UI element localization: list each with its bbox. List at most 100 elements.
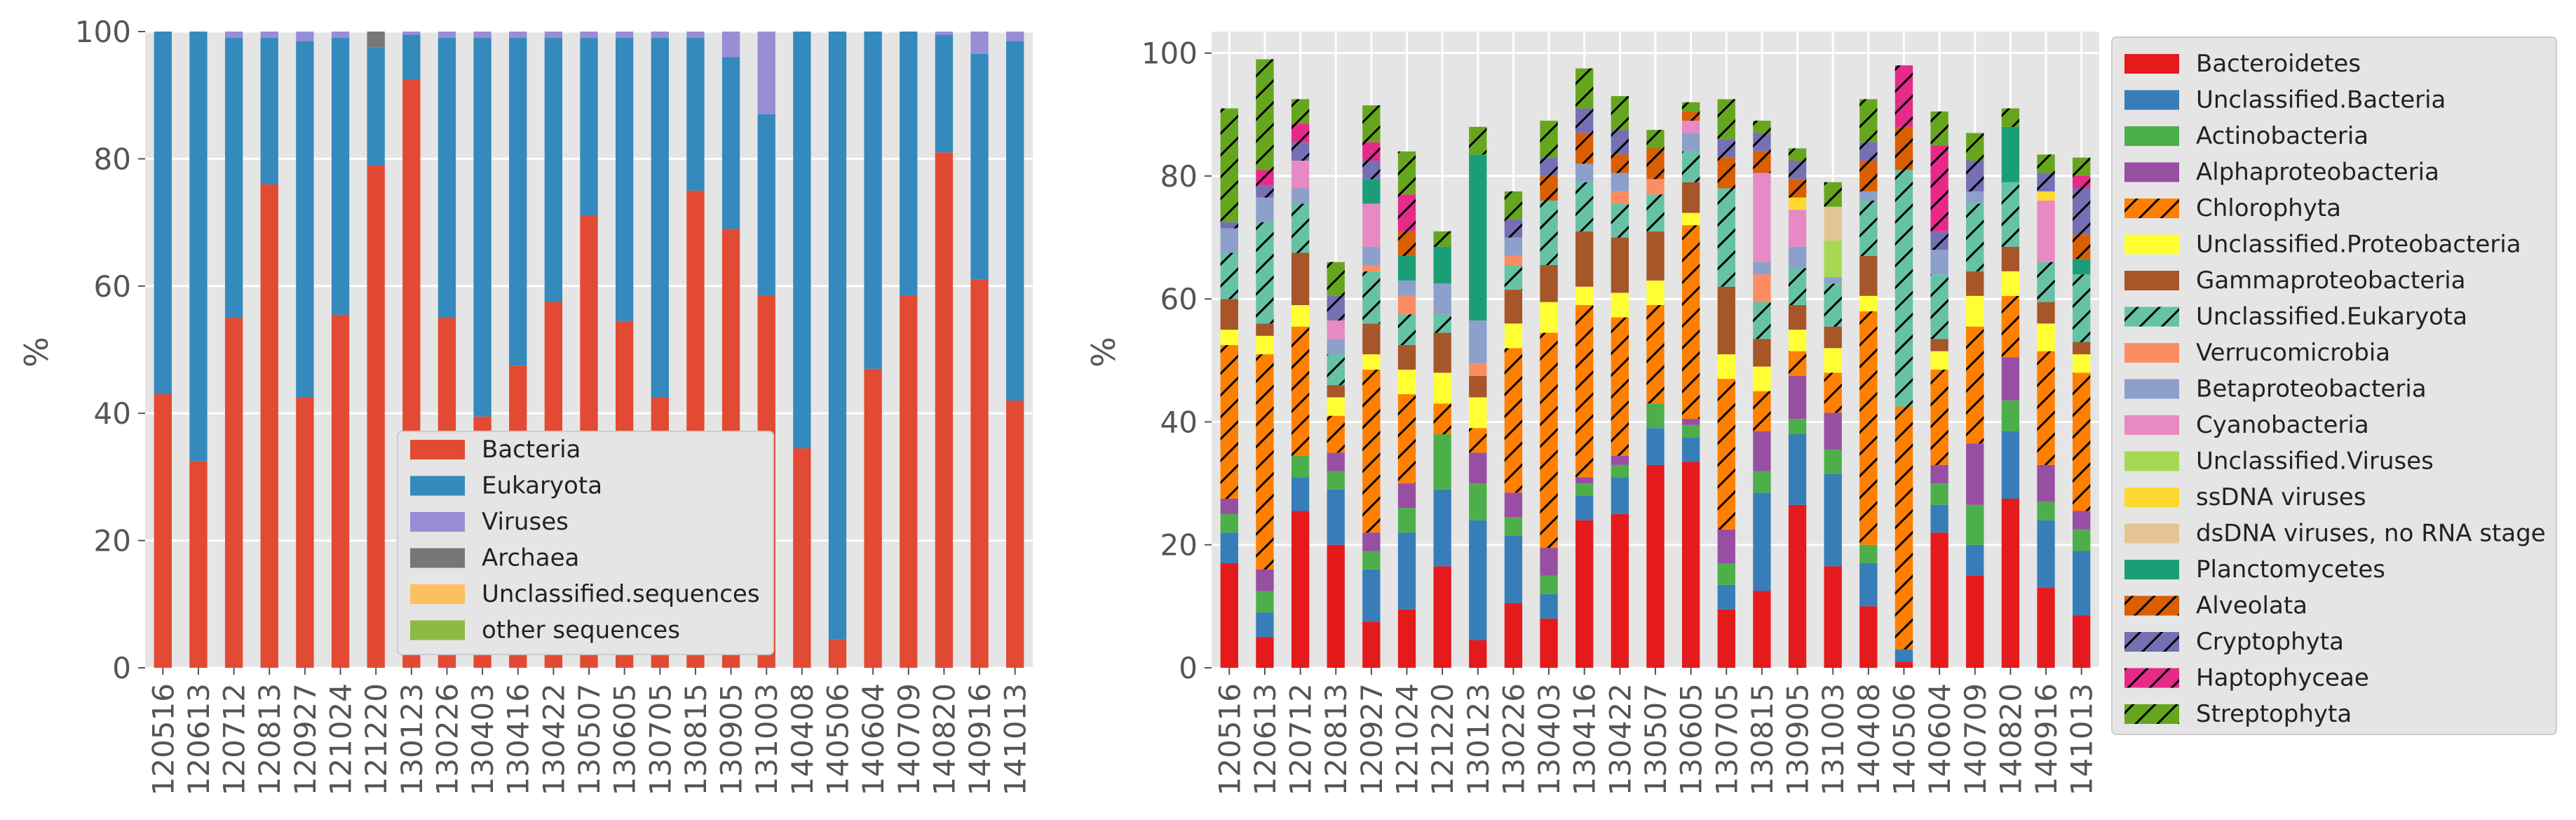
bar-hatch-haptophyceae-120712 (1291, 123, 1310, 142)
bar-segment-betaproteobacteria-121024 (1397, 280, 1416, 296)
bar-segment-gammaproteobacteria-130123 (1469, 375, 1487, 398)
x-tick-label: 140709 (1958, 683, 1993, 795)
bar-segment-betaproteobacteria-130422 (1611, 173, 1629, 191)
bar-segment-unclassified-bacteria-140604 (1930, 504, 1948, 533)
x-tick-label: 131003 (1816, 683, 1850, 795)
y-tick-label: 80 (94, 142, 131, 176)
bar-segment-verrucomicrobia-130815 (1753, 274, 1771, 302)
bar-hatch-alveolata-140408 (1859, 161, 1878, 191)
bar-segment-unclassified-proteobacteria-130123 (1469, 397, 1487, 429)
x-tick-label: 130226 (1496, 683, 1531, 795)
bar-hatch-alveolata-140506 (1894, 126, 1913, 170)
bar-segment-eukaryota-131003 (757, 114, 775, 296)
bar-hatch-unclassified-eukaryota-130416 (1575, 182, 1594, 231)
bar-segment-unclassified-proteobacteria-120813 (1327, 397, 1345, 416)
bar-segment-gammaproteobacteria-141013 (2073, 342, 2091, 355)
bar-segment-viruses-130226 (438, 32, 456, 39)
bar-segment-bacteroidetes-120813 (1327, 544, 1345, 668)
bar-hatch-streptophyta-131003 (1824, 182, 1842, 207)
bar-hatch-unclassified-eukaryota-120927 (1362, 271, 1381, 324)
y-tick-label: 60 (1160, 282, 1198, 316)
bar-hatch-chlorophyta-141013 (2073, 372, 2091, 511)
bar-segment-actinobacteria-120813 (1327, 471, 1345, 490)
bar-segment-viruses-120813 (260, 32, 278, 39)
bar-segment-alphaproteobacteria-120927 (1362, 532, 1381, 551)
legend-label-cyanobacteria: Cyanobacteria (2196, 411, 2369, 439)
bar-segment-betaproteobacteria-140709 (1966, 191, 1984, 204)
bar-segment-actinobacteria-140916 (2037, 502, 2055, 520)
bar-segment-viruses-131003 (757, 32, 775, 114)
bar-segment-actinobacteria-120613 (1256, 591, 1274, 613)
bar-segment-unclassified-bacteria-140820 (2001, 431, 2020, 499)
right-x-tick-labels: 120516 120613 120712 120813 120927 121024 1212… (1212, 668, 2099, 795)
x-tick-label: 120516 (1212, 683, 1247, 795)
bar-segment-gammaproteobacteria-130422 (1611, 237, 1629, 293)
bar-segment-ssdna-viruses-140916 (2037, 191, 2055, 201)
right-bars (1220, 59, 2091, 668)
bar-hatch-chlorophyta-130226 (1504, 348, 1523, 493)
bar-segment-eukaryota-140916 (970, 53, 989, 280)
bar-segment-unclassified-proteobacteria-131003 (1824, 348, 1842, 373)
bar-hatch-chlorophyta-121024 (1397, 394, 1416, 484)
bar-segment-eukaryota-130123 (402, 34, 421, 80)
bar-hatch-unclassified-eukaryota-130403 (1540, 200, 1558, 266)
x-tick-label: 130905 (714, 683, 749, 795)
bar-segment-bacteroidetes-130705 (1717, 609, 1735, 668)
bar-segment-unclassified-bacteria-140709 (1966, 544, 1984, 576)
bar-segment-bacteroidetes-140916 (2037, 588, 2055, 668)
bar-segment-eukaryota-130705 (651, 38, 669, 398)
legend-swatch-unclassified-viruses (2124, 451, 2179, 471)
bar-segment-bacteroidetes-120613 (1256, 637, 1274, 668)
x-tick-label: 130705 (1709, 683, 1744, 795)
bar-segment-unclassified-proteobacteria-140408 (1859, 295, 1878, 311)
bar-segment-actinobacteria-140820 (2001, 400, 2020, 431)
bar-segment-unclassified-bacteria-130416 (1575, 495, 1594, 520)
bar-segment-gammaproteobacteria-140916 (2037, 302, 2055, 324)
bar-segment-unclassified-proteobacteria-120712 (1291, 304, 1310, 327)
bar-segment-bacteroidetes-120927 (1362, 621, 1381, 668)
bar-hatch-streptophyta-130403 (1540, 121, 1558, 158)
bar-segment-verrucomicrobia-130507 (1646, 179, 1665, 195)
bar-hatch-alveolata-141013 (2073, 234, 2091, 260)
bar-hatch-alveolata-121024 (1397, 231, 1416, 256)
x-tick-label: 130226 (430, 683, 464, 795)
x-tick-label: 130905 (1781, 683, 1815, 795)
bar-hatch-streptophyta-130605 (1681, 102, 1700, 112)
bar-segment-viruses-140820 (935, 32, 954, 35)
bar-hatch-unclassified-eukaryota-130815 (1753, 302, 1771, 340)
legend-label-actinobacteria: Actinobacteria (2196, 122, 2368, 150)
bar-hatch-streptophyta-140820 (2001, 108, 2020, 127)
x-tick-label: 130123 (395, 683, 429, 795)
bar-segment-bacteroidetes-140506 (1894, 661, 1913, 668)
bar-segment-betaproteobacteria-120712 (1291, 188, 1310, 204)
bar-segment-eukaryota-130422 (544, 38, 563, 302)
bar-segment-gammaproteobacteria-140820 (2001, 246, 2020, 271)
bar-segment-actinobacteria-121024 (1397, 508, 1416, 533)
bar-hatch-streptophyta-120516 (1220, 108, 1238, 222)
bar-hatch-haptophyceae-121024 (1397, 194, 1416, 231)
x-tick-label: 140916 (963, 683, 997, 795)
bar-segment-unclassified-proteobacteria-130403 (1540, 302, 1558, 333)
legend-swatch-dsdna-viruses-no-rna-stage (2124, 523, 2179, 544)
legend-swatch-archaea (410, 548, 465, 568)
bar-hatch-unclassified-eukaryota-120516 (1220, 253, 1238, 300)
bar-hatch-chlorophyta-130422 (1611, 317, 1629, 456)
bar-segment-alphaproteobacteria-141013 (2073, 511, 2091, 530)
left-legend: Bacteria Eukaryota Viruses Archaea Unclassif… (397, 431, 774, 655)
x-tick-label: 130422 (536, 683, 571, 795)
x-tick-label: 130815 (1745, 683, 1780, 795)
bar-segment-verrucomicrobia-130422 (1611, 191, 1629, 204)
bar-segment-actinobacteria-131003 (1824, 449, 1842, 474)
bar-segment-unclassified-proteobacteria-120613 (1256, 335, 1274, 355)
bar-hatch-cryptophyta-120927 (1362, 161, 1381, 180)
legend-swatch-hatch-streptophyta (2124, 704, 2179, 724)
bar-segment-betaproteobacteria-120613 (1256, 197, 1274, 222)
bar-hatch-cryptophyta-120813 (1327, 295, 1345, 321)
bar-hatch-chlorophyta-140604 (1930, 369, 1948, 465)
x-tick-label: 130403 (1532, 683, 1566, 795)
legend-label-unclassified-sequences: Unclassified.sequences (482, 580, 760, 608)
right-y-axis-label: % (1085, 337, 1123, 368)
bar-segment-eukaryota-121024 (331, 38, 350, 315)
bar-hatch-chlorophyta-130905 (1788, 351, 1807, 376)
bar-segment-unclassified-bacteria-121024 (1397, 532, 1416, 610)
